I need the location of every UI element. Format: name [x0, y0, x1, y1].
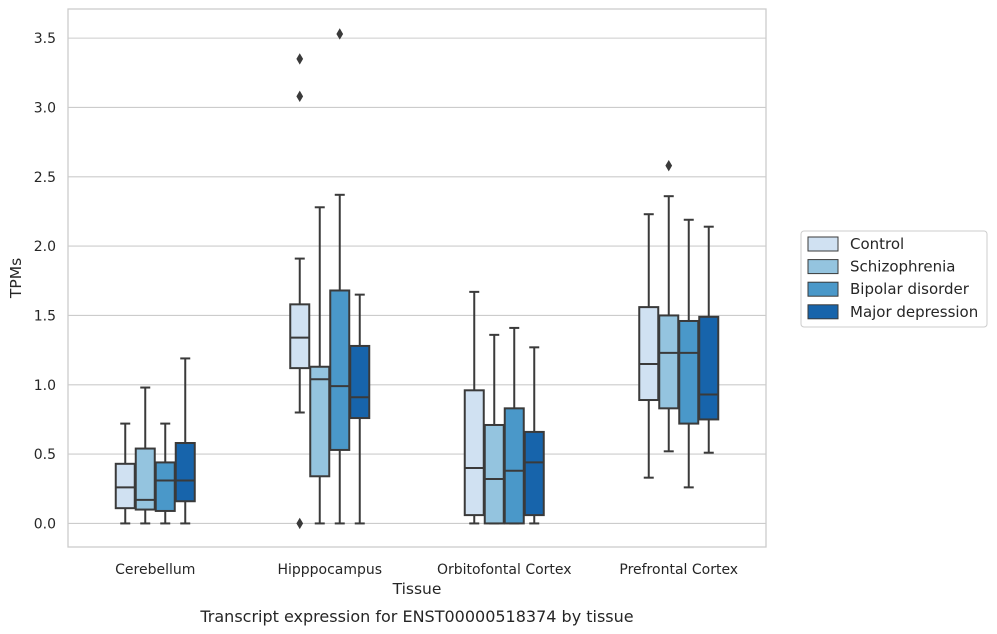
y-tick-label: 1.0	[34, 378, 56, 394]
x-tick-label: Orbitofontal Cortex	[437, 562, 572, 578]
box-plot	[329, 28, 351, 525]
box-plot	[638, 213, 660, 479]
legend-swatch	[807, 259, 839, 275]
legend-label: Major depression	[850, 303, 978, 321]
iqr-box	[698, 315, 720, 421]
x-axis-title: Tissue	[392, 580, 442, 598]
x-tick-label: Cerebellum	[115, 562, 195, 578]
x-tick-label: Prefrontal Cortex	[619, 562, 738, 578]
outlier-point	[296, 53, 304, 65]
box-plot	[463, 290, 485, 525]
outlier-point	[296, 517, 304, 530]
y-tick-label: 2.0	[34, 239, 56, 255]
legend-frame	[800, 230, 988, 328]
legend-swatch	[807, 281, 839, 297]
iqr-box	[154, 461, 176, 512]
plot-area-frame	[67, 8, 767, 548]
box-plot	[503, 326, 525, 525]
box-plot	[349, 293, 371, 525]
box-plot	[289, 53, 311, 530]
iqr-box	[329, 289, 351, 451]
outlier-point	[665, 160, 673, 172]
y-tick-label: 3.0	[34, 100, 56, 116]
iqr-box	[349, 344, 371, 420]
iqr-box	[678, 319, 700, 425]
y-axis-title: TPMs	[7, 258, 25, 299]
iqr-box	[309, 365, 331, 478]
iqr-box	[114, 462, 136, 510]
iqr-box	[658, 314, 680, 410]
legend-swatch	[807, 236, 839, 252]
y-tick-label: 0.5	[34, 447, 56, 463]
box-plot	[698, 225, 720, 454]
box-plot	[658, 160, 680, 453]
box-plot	[174, 357, 196, 525]
y-axis-ticks: 0.0 0.5 1.0 1.5 2.0 2.5 3.0 3.5	[34, 31, 56, 532]
box-plot	[678, 218, 700, 489]
y-tick-label: 2.5	[34, 170, 56, 186]
iqr-box	[638, 306, 660, 402]
iqr-box	[289, 303, 311, 370]
legend-label: Schizophrenia	[850, 258, 955, 276]
box-plot	[309, 206, 331, 525]
iqr-box	[463, 389, 485, 517]
box-plots	[114, 28, 720, 530]
box-plot	[523, 346, 545, 525]
x-tick-label: Hipppocampus	[277, 562, 382, 578]
box-plot	[483, 333, 505, 525]
iqr-box	[503, 407, 525, 525]
y-tick-label: 3.5	[34, 31, 56, 47]
outlier-point	[336, 28, 344, 40]
box-plot	[154, 422, 176, 525]
outlier-point	[296, 90, 304, 103]
legend: Control Schizophrenia Bipolar disorder Majo…	[800, 230, 988, 328]
legend-label: Bipolar disorder	[850, 280, 970, 298]
x-axis-ticks: Cerebellum Hipppocampus Orbitofontal Corte…	[115, 562, 738, 578]
legend-swatch	[807, 304, 839, 320]
iqr-box	[523, 430, 545, 517]
gridlines	[68, 37, 766, 524]
legend-label: Control	[850, 235, 904, 253]
iqr-box	[483, 423, 505, 525]
y-tick-label: 0.0	[34, 516, 56, 532]
y-tick-label: 1.5	[34, 308, 56, 324]
chart-caption: Transcript expression for ENST0000051837…	[199, 607, 633, 626]
box-plot	[134, 386, 156, 525]
iqr-box	[174, 442, 196, 503]
box-plot	[114, 422, 136, 525]
